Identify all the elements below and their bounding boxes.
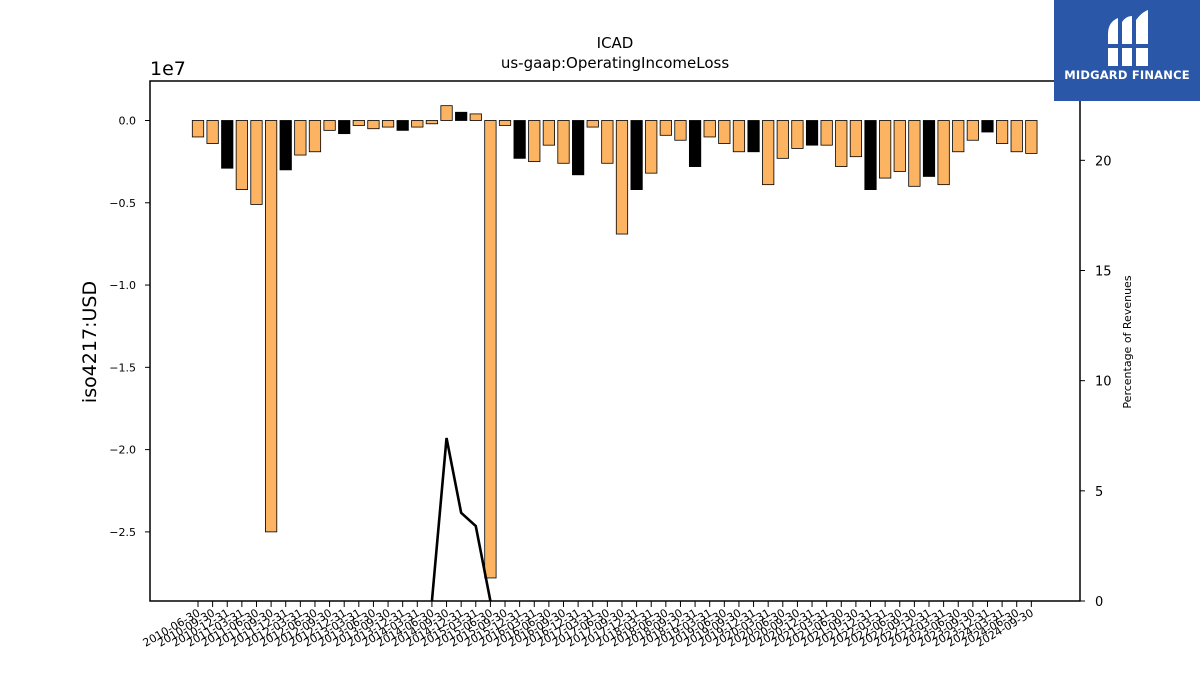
- bar-2010-12-31: [221, 120, 234, 169]
- bar-2011-09-30: [264, 120, 278, 533]
- bar-2023-06-30: [952, 120, 965, 153]
- bar-2021-06-30: [835, 120, 848, 167]
- bar-2022-06-30: [893, 120, 906, 172]
- y2-axis-label: Percentage of Revenues: [1121, 275, 1134, 408]
- bar-2016-09-30: [557, 120, 570, 164]
- bar-2016-03-31: [528, 120, 541, 163]
- chart-title: ICAD: [597, 34, 634, 52]
- bar-2014-03-31: [411, 120, 424, 128]
- bar-2018-06-30: [659, 120, 672, 136]
- y-tick-label: −1.5: [109, 361, 136, 374]
- bar-2014-06-30: [425, 120, 439, 125]
- bar-2015-09-30: [498, 120, 512, 126]
- bar-2023-03-31: [937, 120, 950, 186]
- bar-2012-09-30: [323, 120, 336, 131]
- bar-2019-03-31: [703, 120, 716, 138]
- bar-2012-03-31: [294, 120, 307, 156]
- bar-2013-12-31: [396, 120, 409, 131]
- bar-2019-12-31: [747, 120, 760, 153]
- bar-2024-09-30: [1025, 120, 1038, 154]
- bar-2018-03-31: [645, 120, 658, 174]
- bar-2023-12-31: [981, 120, 994, 133]
- bar-2016-06-30: [542, 120, 555, 146]
- y-tick-label: 0.0: [119, 114, 137, 127]
- bar-2017-09-30: [615, 120, 629, 235]
- bar-2014-09-30: [440, 105, 453, 121]
- bar-2011-03-31: [235, 120, 248, 190]
- y-tick-label: −2.0: [109, 444, 136, 457]
- bar-2020-06-30: [776, 120, 789, 159]
- bar-2017-03-31: [586, 120, 599, 128]
- bar-2013-09-30: [381, 120, 395, 128]
- y-axis-label: iso4217:USD: [79, 281, 101, 403]
- bar-2011-12-31: [279, 120, 292, 171]
- bar-2020-12-31: [805, 120, 819, 146]
- bar-2019-06-30: [718, 120, 731, 144]
- bar-2013-03-31: [352, 120, 365, 126]
- y2-tick-label: 10: [1095, 375, 1112, 390]
- bar-2020-03-31: [762, 120, 775, 186]
- bar-2012-12-31: [338, 120, 351, 135]
- bar-2012-06-30: [308, 120, 322, 153]
- plot-frame: [149, 80, 1081, 602]
- y2-tick-label: 15: [1095, 264, 1112, 279]
- bar-2021-09-30: [849, 120, 863, 158]
- bar-2017-06-30: [601, 120, 614, 164]
- y-tick-label: −1.0: [109, 279, 136, 292]
- y2-tick-label: 5: [1095, 485, 1103, 500]
- series-line-percentage-of-revenues: [430, 437, 492, 602]
- logo-text: MIDGARD FINANCE: [1064, 68, 1190, 82]
- bar-2014-12-31: [455, 111, 468, 121]
- bar-2024-03-31: [996, 120, 1009, 144]
- bar-2015-06-30: [484, 120, 497, 579]
- bar-2015-12-31: [513, 120, 526, 159]
- y-tick-label: −2.5: [109, 526, 136, 539]
- bar-2022-03-31: [879, 120, 892, 179]
- bar-2023-09-30: [966, 120, 979, 141]
- bar-2010-06-30: [191, 120, 205, 138]
- bar-2018-12-31: [688, 120, 702, 167]
- bar-2021-03-31: [820, 120, 833, 146]
- chart-subtitle: us-gaap:OperatingIncomeLoss: [501, 54, 729, 72]
- y-offset-label: 1e7: [150, 58, 186, 80]
- bar-2013-06-30: [367, 120, 380, 130]
- bar-2015-03-31: [469, 113, 482, 121]
- y2-tick-label: 0: [1095, 595, 1103, 610]
- y2-tick-label: 20: [1095, 154, 1112, 169]
- bar-2010-09-30: [206, 120, 219, 144]
- bar-2018-09-30: [674, 120, 687, 141]
- bar-2019-09-30: [732, 120, 746, 153]
- y-tick-label: −0.5: [109, 197, 136, 210]
- bar-2017-12-31: [630, 120, 643, 190]
- bar-2020-09-30: [791, 120, 804, 149]
- bar-2011-06-30: [250, 120, 263, 205]
- midgard-finance-logo: MIDGARD FINANCE: [1054, 0, 1200, 101]
- bar-2024-06-30: [1010, 120, 1023, 153]
- bar-2016-12-31: [572, 120, 585, 176]
- bar-2022-12-31: [922, 120, 936, 177]
- bar-2021-12-31: [864, 120, 877, 190]
- midgard-logo-icon: [1106, 10, 1150, 66]
- bar-2022-09-30: [908, 120, 921, 187]
